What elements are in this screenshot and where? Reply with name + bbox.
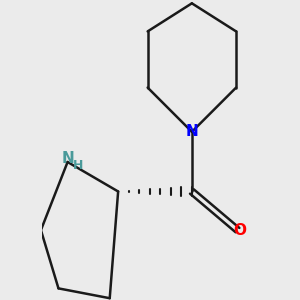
Text: N: N (185, 124, 198, 139)
Text: H: H (73, 159, 84, 172)
Text: O: O (234, 223, 247, 238)
Text: N: N (61, 151, 74, 166)
